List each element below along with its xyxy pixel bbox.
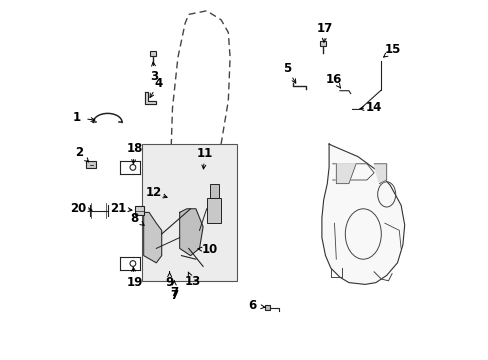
Text: 21: 21 bbox=[110, 202, 126, 215]
Text: 6: 6 bbox=[248, 299, 257, 312]
Text: 17: 17 bbox=[316, 22, 332, 35]
Text: 16: 16 bbox=[325, 73, 342, 86]
Text: 8: 8 bbox=[130, 212, 139, 225]
Bar bbox=[210, 184, 219, 198]
Text: 19: 19 bbox=[126, 276, 142, 289]
Text: 18: 18 bbox=[126, 142, 142, 155]
Bar bbox=[134, 206, 143, 215]
Text: 7: 7 bbox=[170, 286, 178, 299]
Text: 20: 20 bbox=[70, 202, 86, 215]
Text: 13: 13 bbox=[184, 275, 200, 288]
Text: 2: 2 bbox=[75, 147, 83, 159]
Bar bbox=[149, 51, 155, 56]
Polygon shape bbox=[373, 164, 386, 184]
Bar bbox=[320, 41, 325, 46]
Text: 15: 15 bbox=[384, 44, 400, 57]
Text: 9: 9 bbox=[165, 276, 173, 289]
Polygon shape bbox=[179, 209, 203, 256]
Text: 11: 11 bbox=[196, 147, 213, 160]
Polygon shape bbox=[144, 92, 155, 104]
Polygon shape bbox=[143, 212, 162, 263]
Text: 1: 1 bbox=[73, 111, 81, 124]
Text: 5: 5 bbox=[283, 62, 291, 75]
Text: 7: 7 bbox=[170, 289, 178, 302]
Polygon shape bbox=[336, 164, 355, 184]
Polygon shape bbox=[321, 144, 404, 284]
Text: 4: 4 bbox=[154, 77, 163, 90]
Text: 10: 10 bbox=[202, 243, 218, 256]
Text: 12: 12 bbox=[145, 186, 162, 199]
Text: 3: 3 bbox=[150, 70, 159, 83]
Bar bbox=[86, 161, 96, 168]
Bar bbox=[142, 144, 237, 281]
Bar bbox=[264, 305, 270, 310]
Bar bbox=[206, 198, 221, 223]
Text: 14: 14 bbox=[365, 101, 382, 114]
